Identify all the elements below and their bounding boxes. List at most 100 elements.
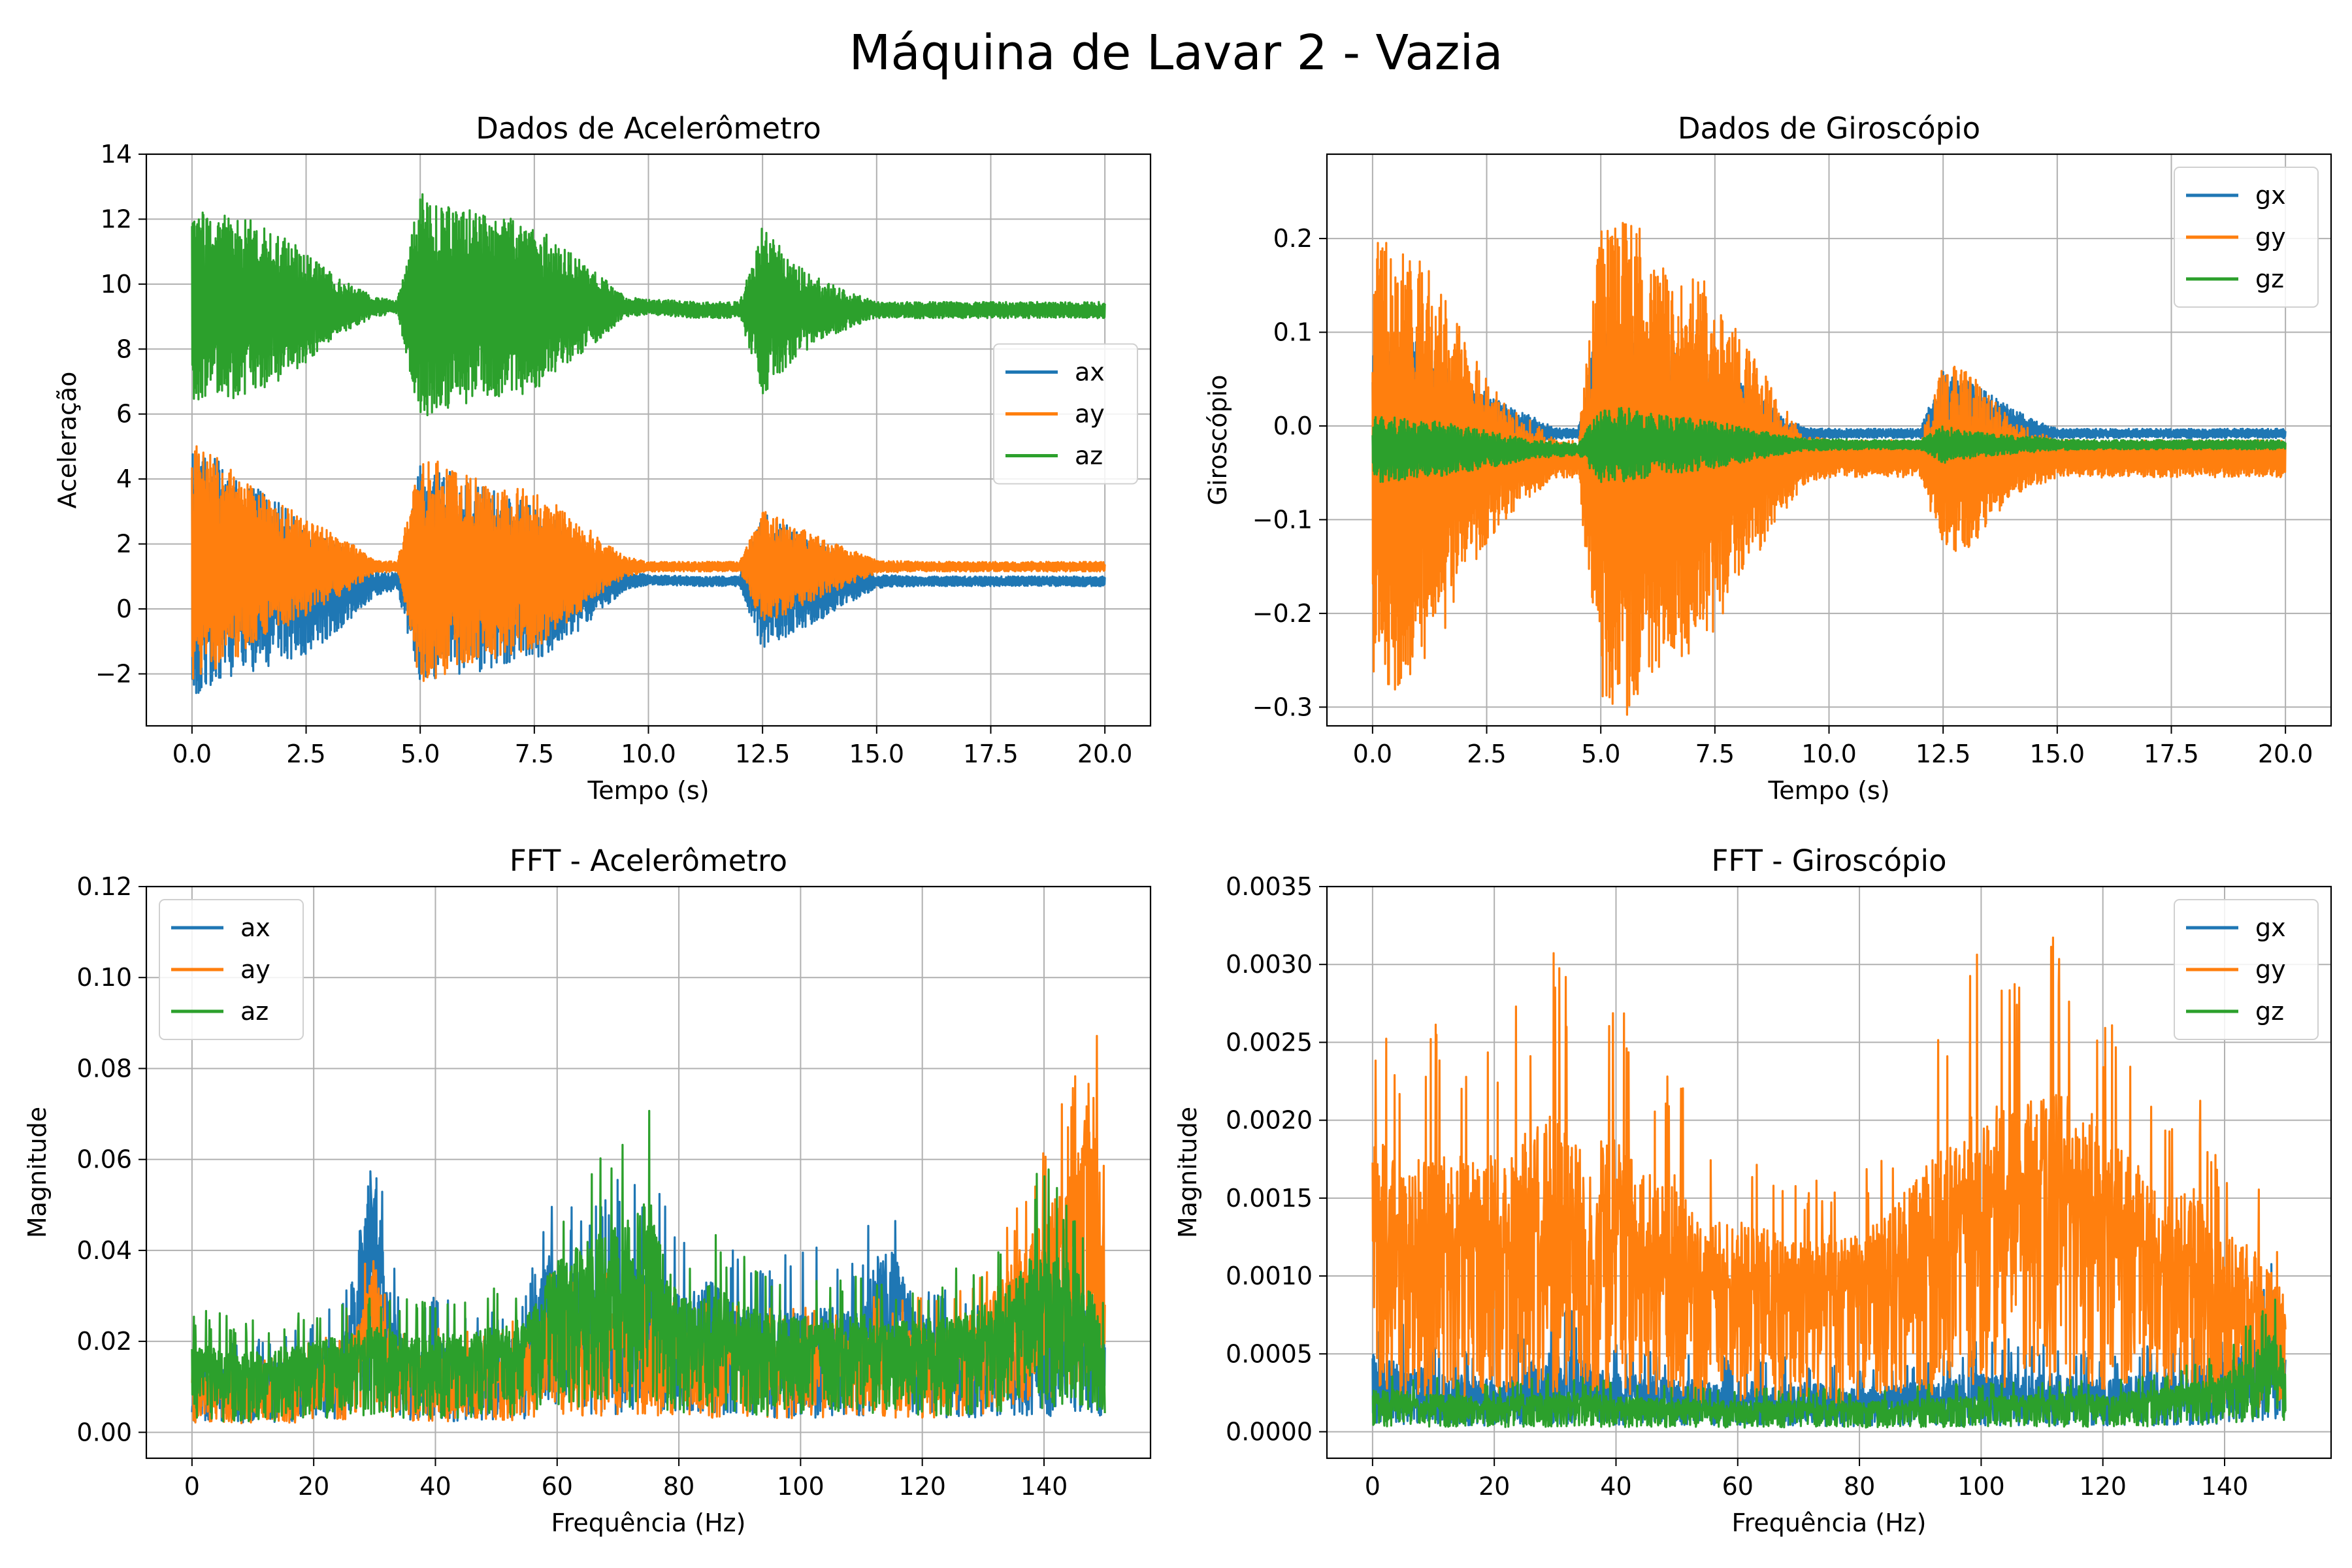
y-tick-label: 0.0010: [1226, 1262, 1313, 1290]
x-axis-label: Frequência (Hz): [551, 1509, 746, 1537]
y-tick-label: 0.0005: [1226, 1339, 1313, 1368]
x-tick-label: 80: [663, 1472, 694, 1501]
y-axis-label: Giroscópio: [1203, 375, 1232, 506]
legend-box: [159, 899, 304, 1040]
legend-label-ay: ay: [240, 955, 270, 984]
legend-label-gx: gx: [2255, 913, 2286, 942]
y-tick-label: 0.0025: [1226, 1028, 1313, 1056]
x-tick-label: 60: [1722, 1472, 1754, 1501]
series-line-gz: [1371, 1298, 2287, 1429]
chart-fft_accel: 0 20 40 60 80 100 120 140 0.00 0.02 0.04 0.06 0.08 0.…: [23, 843, 1152, 1537]
y-tick-label: 8: [116, 335, 132, 363]
y-tick-label: 0.0000: [1226, 1417, 1313, 1446]
chart-title: Dados de Acelerômetro: [476, 111, 821, 146]
chart-accel: 0.0 2.5 5.0 7.5 10.0 12.5 15.0 17.5 20.0 −2 0 2 4 6 8 1…: [53, 111, 1152, 805]
y-axis-label: Magnitude: [23, 1107, 52, 1238]
legend-box: [2174, 167, 2319, 308]
series-line-gz: [1371, 406, 2287, 483]
chart-title: FFT - Acelerômetro: [510, 843, 787, 878]
legend: ax ay az: [993, 343, 1138, 485]
legend-label-gx: gx: [2255, 181, 2286, 210]
x-tick-label: 120: [898, 1472, 946, 1501]
x-tick-label: 7.5: [515, 740, 554, 768]
x-tick-label: 0.0: [172, 740, 212, 768]
series-group: [1371, 936, 2287, 1429]
y-tick-label: 0.0035: [1226, 872, 1313, 901]
figure-title: Máquina de Lavar 2 - Vazia: [849, 25, 1503, 81]
y-axis-label: Aceleração: [53, 372, 82, 509]
series-group: [1371, 221, 2287, 716]
legend-box: [993, 343, 1138, 485]
x-tick-label: 7.5: [1695, 740, 1735, 768]
series-line-az: [191, 193, 1106, 417]
legend-label-az: az: [1075, 442, 1103, 470]
x-tick-label: 60: [542, 1472, 573, 1501]
y-tick-label: 0.10: [76, 963, 132, 992]
y-tick-label: 0: [116, 595, 132, 623]
x-tick-label: 0.0: [1353, 740, 1392, 768]
chart-title: Dados de Giroscópio: [1678, 111, 1980, 146]
series-line-gy: [1371, 936, 2287, 1409]
y-tick-label: 0.1: [1273, 318, 1313, 347]
y-tick-label: 0.2: [1273, 224, 1313, 253]
y-tick-label: 10: [101, 270, 132, 299]
y-tick-label: 0.0030: [1226, 950, 1313, 979]
y-tick-label: 4: [116, 465, 132, 493]
chart-gyro: 0.0 2.5 5.0 7.5 10.0 12.5 15.0 17.5 20.0 −0.3 −0.2…: [1203, 111, 2332, 805]
y-axis-label: Magnitude: [1173, 1107, 1202, 1238]
x-tick-label: 2.5: [1467, 740, 1506, 768]
legend-box: [2174, 899, 2319, 1040]
x-tick-label: 0: [184, 1472, 200, 1501]
x-tick-label: 5.0: [400, 740, 440, 768]
legend-label-ax: ax: [1075, 358, 1105, 387]
series-group: [191, 193, 1106, 694]
x-tick-label: 20: [1478, 1472, 1510, 1501]
x-tick-label: 10.0: [1801, 740, 1857, 768]
chart-title: FFT - Giroscópio: [1711, 843, 1946, 878]
x-tick-label: 40: [1600, 1472, 1631, 1501]
legend-label-gy: gy: [2255, 223, 2286, 252]
x-tick-label: 20.0: [2258, 740, 2313, 768]
y-tick-label: 2: [116, 530, 132, 559]
y-tick-label: −0.1: [1252, 505, 1313, 534]
x-tick-label: 17.5: [2144, 740, 2199, 768]
x-tick-label: 5.0: [1581, 740, 1620, 768]
legend-label-gz: gz: [2255, 997, 2284, 1026]
x-tick-label: 100: [1957, 1472, 2005, 1501]
y-tick-label: 0.00: [76, 1418, 132, 1446]
series-line-gx: [1371, 303, 2287, 508]
y-tick-label: 0.0020: [1226, 1106, 1313, 1135]
y-tick-label: 0.04: [76, 1236, 132, 1265]
chart-fft_gyro: 0 20 40 60 80 100 120 140 0.0000 0.0005 0.0010 0.00…: [1173, 843, 2332, 1537]
x-tick-label: 17.5: [963, 740, 1019, 768]
y-tick-label: −0.3: [1252, 693, 1313, 721]
legend-label-ax: ax: [240, 913, 270, 942]
axes-frame: [145, 885, 1152, 1460]
x-tick-label: 80: [1844, 1472, 1875, 1501]
y-tick-label: 0.0015: [1226, 1184, 1313, 1213]
x-tick-label: 100: [777, 1472, 825, 1501]
x-tick-label: 12.5: [735, 740, 791, 768]
y-tick-label: 6: [116, 400, 132, 429]
legend-label-gy: gy: [2255, 955, 2286, 984]
series-line-ay: [191, 445, 1106, 682]
y-tick-label: 14: [101, 140, 132, 169]
x-tick-label: 20.0: [1077, 740, 1133, 768]
y-tick-label: 0.12: [76, 872, 132, 901]
legend-label-gz: gz: [2255, 265, 2284, 293]
axes-frame: [1326, 885, 2332, 1460]
x-tick-label: 140: [1021, 1472, 1068, 1501]
x-tick-label: 10.0: [621, 740, 676, 768]
x-tick-label: 20: [298, 1472, 329, 1501]
legend: gx gy gz: [2174, 899, 2319, 1040]
y-tick-label: 0.06: [76, 1145, 132, 1174]
x-tick-label: 120: [2079, 1472, 2127, 1501]
x-tick-label: 15.0: [849, 740, 905, 768]
legend: ax ay az: [159, 899, 304, 1040]
y-tick-label: −0.2: [1252, 599, 1313, 628]
x-tick-label: 2.5: [286, 740, 325, 768]
legend: gx gy gz: [2174, 167, 2319, 308]
y-tick-label: 0.02: [76, 1327, 132, 1356]
